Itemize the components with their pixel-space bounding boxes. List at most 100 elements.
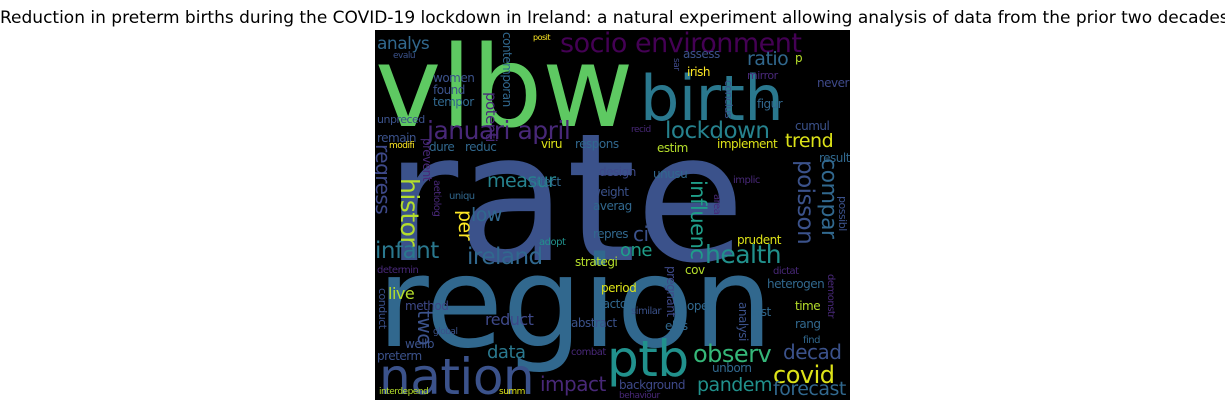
word-live: live xyxy=(388,284,415,303)
word-sar: sar xyxy=(671,58,681,71)
word-ci: ci xyxy=(633,222,649,246)
word-pandem: pandem xyxy=(697,374,773,396)
word-one: one xyxy=(620,240,653,261)
word-birth: birth xyxy=(640,62,784,135)
word-per: per xyxy=(454,210,476,241)
word-reduc: reduc xyxy=(465,140,497,154)
word-analys: analys xyxy=(377,34,430,54)
word-unborn: unborn xyxy=(712,361,752,375)
word-estim: estim xyxy=(657,141,688,155)
word-found: found xyxy=(433,83,465,97)
word-result: result xyxy=(819,151,850,165)
word-analysi: analysi xyxy=(736,302,750,341)
word-cloud: vlbw rate region birth nation ptb socio … xyxy=(375,30,850,400)
word-covid: covid xyxy=(773,361,835,389)
word-adopt: adopt xyxy=(539,237,566,248)
word-effect: effect xyxy=(529,175,561,189)
word-elus: elus xyxy=(665,319,688,333)
word-possibl: possibl xyxy=(836,196,849,231)
word-two: two xyxy=(413,310,437,345)
word-summ: summ xyxy=(499,387,525,397)
word-method: method xyxy=(405,299,449,313)
word-viru: viru xyxy=(541,137,562,151)
word-decad: decad xyxy=(783,340,842,364)
word-rang: rang xyxy=(795,317,821,331)
word-poisson: poisson xyxy=(792,160,818,245)
word-potenti: potenti xyxy=(482,92,500,142)
word-cumul: cumul xyxy=(795,119,830,133)
word-reduct: reduct xyxy=(485,310,534,329)
word-contemporan: contemporan xyxy=(500,32,514,107)
word-assess: assess xyxy=(683,47,720,61)
word-influenc: influenc xyxy=(686,180,710,260)
word-combat: combat xyxy=(571,347,606,358)
word-low: low xyxy=(471,204,502,226)
word-wellb: wellb xyxy=(405,337,434,351)
word-nation: nation xyxy=(379,348,535,400)
word-forecast: forecast xyxy=(773,378,846,400)
word-last: last xyxy=(751,305,771,319)
word-health: health xyxy=(705,240,782,269)
word-recid: recid xyxy=(631,125,651,135)
word-p: p xyxy=(795,51,803,65)
word-determin: determin xyxy=(377,265,419,276)
word-find: find xyxy=(803,335,820,346)
word-modifi: modifi xyxy=(389,141,415,151)
word-unusu: unusu xyxy=(653,167,688,181)
word-prevent: prevent xyxy=(420,138,434,181)
word-regress: regress xyxy=(375,144,395,215)
word-irish: irish xyxy=(687,65,710,79)
word-ptb: ptb xyxy=(607,330,689,388)
word-trend: trend xyxy=(785,130,834,152)
word-infant: infant xyxy=(375,238,439,264)
word-compar: compar xyxy=(816,158,841,239)
word-figur: figur xyxy=(757,97,783,111)
word-tempor: tempor xyxy=(433,95,474,109)
word-vlbw: vlbw xyxy=(375,30,634,153)
word-design: design xyxy=(599,165,636,179)
word-preterm: preterm xyxy=(377,349,422,363)
word-observ: observ xyxy=(693,340,772,368)
word-dure: dure xyxy=(429,140,455,154)
word-conduct: conduct xyxy=(376,288,389,329)
word-never: never xyxy=(817,76,849,90)
word-cov: cov xyxy=(685,263,705,277)
word-lockdown: lockdown xyxy=(665,118,770,144)
word-measur: measur xyxy=(487,170,556,192)
word-period: period xyxy=(601,281,637,295)
word-rate: rate xyxy=(385,95,745,302)
word-evalu: evalu xyxy=(393,51,416,61)
word-factor: factor xyxy=(599,297,632,311)
word-background: background xyxy=(619,378,685,392)
word-uniqu: uniqu xyxy=(449,191,475,202)
word-area: area xyxy=(711,194,722,215)
word-pregnant: pregnant xyxy=(664,266,678,317)
word-remain: remain xyxy=(377,131,417,145)
word-prudent: prudent xyxy=(737,233,781,247)
word-averag: averag xyxy=(593,199,632,213)
word-implement: implement xyxy=(717,137,778,151)
word-behaviour: behaviour xyxy=(619,391,660,401)
word-implic: implic xyxy=(733,175,760,186)
word-region: region xyxy=(377,229,773,376)
word-socio-environment: socio environment xyxy=(560,30,802,59)
word-unpreced: unpreced xyxy=(377,113,425,126)
word-similar: similar xyxy=(631,306,662,317)
word-histor-vertical: histor xyxy=(395,178,424,247)
word-global: global xyxy=(433,327,458,337)
word-interdepend: interdepend xyxy=(379,387,429,397)
word-aetiolog: aetiolog xyxy=(431,180,442,217)
word-januari-april: januari april xyxy=(427,116,571,145)
word-oper: oper xyxy=(687,299,713,313)
word-ratio: ratio xyxy=(747,48,789,70)
word-demonstr: demonstr xyxy=(825,274,836,318)
word-ireland: ireland xyxy=(467,244,543,270)
word-conclus: conclus xyxy=(722,80,735,119)
word-posit: posit xyxy=(533,33,551,42)
word-impact: impact xyxy=(540,372,606,396)
word-women: women xyxy=(433,71,475,85)
word-abstract: abstract xyxy=(571,316,617,330)
word-heterogen: heterogen xyxy=(767,277,825,291)
word-mirror: mirror xyxy=(747,69,778,82)
word-repres: repres xyxy=(593,227,628,241)
